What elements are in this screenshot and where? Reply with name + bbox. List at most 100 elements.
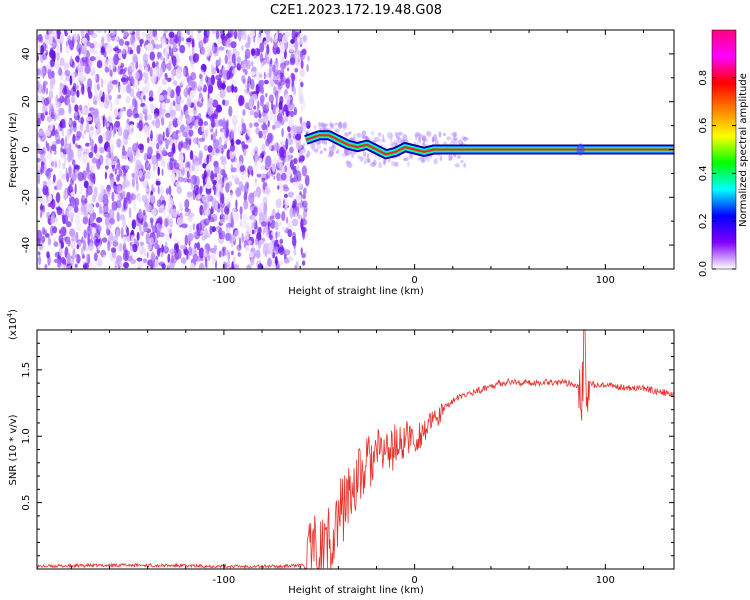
noise-dot <box>230 250 234 256</box>
noise-dot <box>156 199 162 208</box>
ridge-halo-dot <box>390 133 394 141</box>
noise-dot <box>169 102 174 109</box>
noise-dot <box>294 264 297 269</box>
x-tick-label: 0 <box>411 275 417 286</box>
noise-dot <box>123 199 126 208</box>
noise-dot <box>287 229 293 238</box>
noise-dot <box>219 155 227 162</box>
noise-dot <box>166 196 174 208</box>
ridge-halo-dot <box>426 131 433 138</box>
noise-dot <box>219 249 226 257</box>
noise-dot <box>287 125 291 133</box>
noise-dot <box>84 64 91 75</box>
noise-dot <box>134 172 139 180</box>
noise-dot <box>305 174 310 187</box>
noise-dot <box>186 98 192 108</box>
noise-dot <box>220 83 227 89</box>
noise-dot <box>293 126 300 134</box>
noise-dot <box>135 159 142 170</box>
noise-dot <box>81 236 84 244</box>
noise-dot <box>274 120 281 129</box>
noise-dot <box>139 241 145 246</box>
noise-dot <box>227 259 230 269</box>
noise-dot <box>95 238 100 243</box>
ridge-halo-dot <box>389 138 392 143</box>
noise-dot <box>116 138 122 148</box>
noise-dot <box>294 40 299 51</box>
noise-dot <box>105 165 109 170</box>
noise-dot <box>59 229 62 234</box>
noise-dot <box>39 94 44 103</box>
ridge-halo-dot <box>311 144 315 152</box>
noise-dot <box>80 202 87 213</box>
noise-dot <box>291 30 296 41</box>
noise-dot <box>249 109 256 116</box>
noise-dot <box>87 86 91 95</box>
noise-dot <box>138 169 143 179</box>
noise-dot <box>211 213 218 222</box>
noise-dot <box>111 235 118 243</box>
noise-dot <box>123 129 129 140</box>
noise-dot <box>161 120 164 126</box>
noise-dot <box>64 70 71 76</box>
noise-dot <box>157 185 160 195</box>
noise-dot <box>248 192 255 204</box>
noise-dot <box>93 143 98 154</box>
noise-dot <box>263 79 269 85</box>
noise-dot <box>245 230 250 242</box>
ridge-halo-dot <box>313 148 319 153</box>
noise-dot <box>261 150 266 156</box>
noise-dot <box>110 143 114 156</box>
noise-dot <box>271 100 274 111</box>
noise-dot <box>240 212 242 221</box>
noise-dot <box>95 153 101 158</box>
noise-dot <box>37 83 43 94</box>
ridge-halo-dot <box>403 157 408 161</box>
noise-dot <box>45 128 52 137</box>
ridge-halo-dot <box>397 131 403 136</box>
noise-dot <box>198 118 204 127</box>
noise-dot <box>96 59 103 69</box>
noise-dot <box>192 53 199 63</box>
noise-dot <box>73 164 79 170</box>
noise-dot <box>74 135 81 141</box>
noise-dot <box>102 203 109 215</box>
noise-dot <box>172 100 176 107</box>
ridge-halo-dot <box>453 135 457 142</box>
noise-dot <box>164 241 168 253</box>
noise-dot <box>168 120 172 128</box>
noise-dot <box>202 175 208 185</box>
noise-dot <box>173 41 177 52</box>
noise-dot <box>297 164 300 173</box>
noise-dot <box>274 221 279 231</box>
noise-dot <box>126 108 133 118</box>
ridge-halo-dot <box>463 136 468 142</box>
noise-dot <box>137 246 143 251</box>
noise-dot <box>271 230 276 237</box>
noise-dot <box>106 32 111 43</box>
ridge-halo-dot <box>433 134 437 140</box>
noise-dot <box>102 133 107 140</box>
noise-dot <box>74 104 79 112</box>
noise-dot <box>157 223 163 230</box>
snr-series-line <box>37 330 674 569</box>
noise-dot <box>191 161 195 172</box>
noise-dot <box>287 154 292 162</box>
noise-dot <box>142 76 146 82</box>
noise-dot <box>171 112 177 122</box>
noise-dot <box>288 102 295 110</box>
noise-dot <box>56 44 59 53</box>
noise-dot <box>131 234 135 245</box>
noise-dot <box>242 144 249 150</box>
noise-dot <box>196 33 203 41</box>
noise-dot <box>210 252 216 260</box>
noise-dot <box>238 181 244 191</box>
noise-dot <box>129 49 134 55</box>
noise-dot <box>264 185 271 197</box>
noise-dot <box>189 225 192 233</box>
noise-dot <box>296 30 303 35</box>
noise-dot <box>157 249 161 257</box>
noise-dot <box>52 109 59 115</box>
noise-dot <box>218 118 225 128</box>
noise-dot <box>61 173 67 180</box>
